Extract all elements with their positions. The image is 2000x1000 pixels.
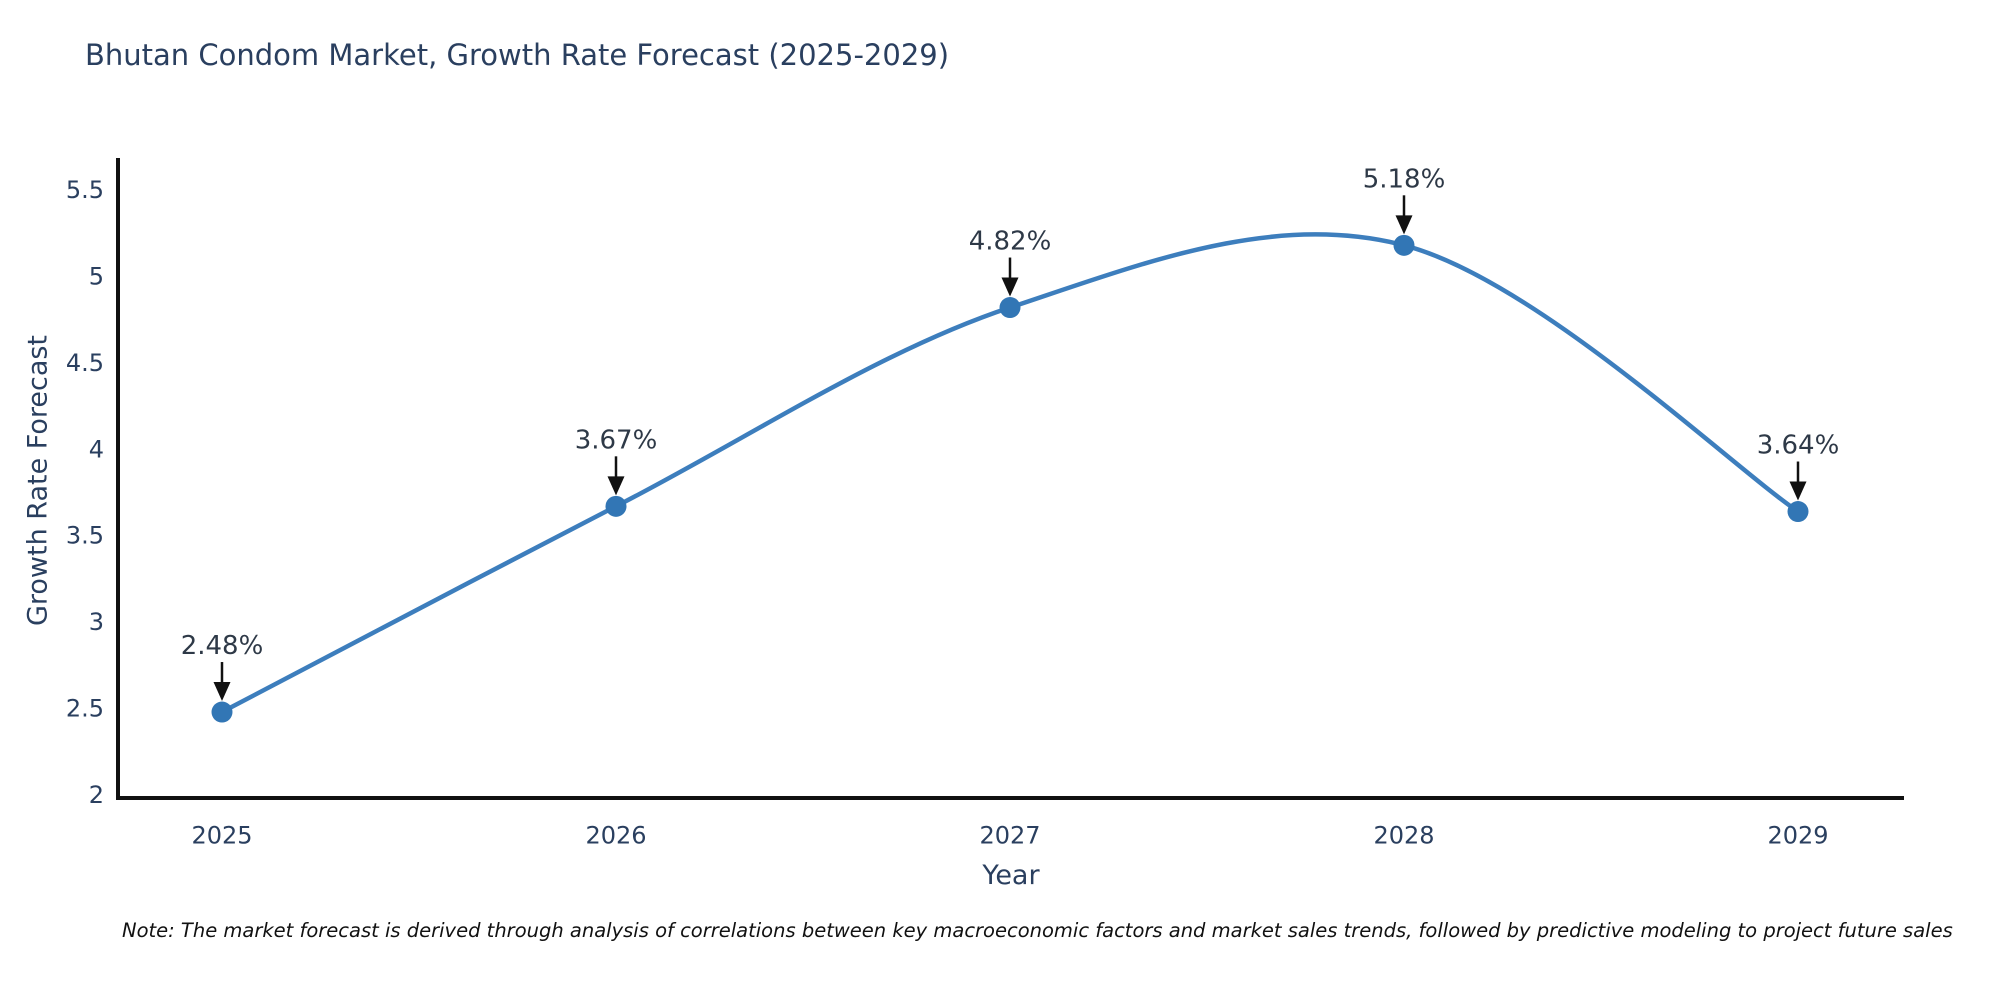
y-tick-label: 5: [89, 262, 104, 290]
x-axis-label: Year: [982, 860, 1040, 891]
data-point-marker: [1393, 234, 1415, 256]
x-tick-label: 2027: [979, 822, 1040, 850]
point-annotation-label: 3.67%: [575, 425, 658, 455]
x-tick-label: 2026: [585, 822, 646, 850]
y-tick-label: 3.5: [66, 522, 104, 550]
point-annotation-label: 4.82%: [969, 227, 1052, 257]
annotation-arrowhead-icon: [1001, 277, 1019, 297]
data-point-marker: [999, 297, 1021, 319]
annotation-arrowhead-icon: [1395, 215, 1413, 235]
data-point-marker: [211, 701, 233, 723]
y-tick-label: 4.5: [66, 349, 104, 377]
y-tick-label: 4: [89, 435, 104, 463]
point-annotation-label: 5.18%: [1363, 164, 1446, 194]
point-annotation-label: 2.48%: [181, 631, 264, 661]
x-tick-label: 2025: [191, 822, 252, 850]
annotation-arrowhead-icon: [607, 476, 625, 496]
annotation-arrowhead-icon: [1789, 481, 1807, 501]
annotation-arrowhead-icon: [213, 682, 231, 702]
x-tick-label: 2028: [1373, 822, 1434, 850]
point-annotation-label: 3.64%: [1757, 431, 1840, 461]
footnote: Note: The market forecast is derived thr…: [122, 919, 1953, 942]
y-tick-label: 3: [89, 608, 104, 636]
data-point-marker: [605, 495, 627, 517]
data-point-marker: [1787, 501, 1809, 523]
chart-title: Bhutan Condom Market, Growth Rate Foreca…: [85, 38, 950, 72]
x-tick-label: 2029: [1767, 822, 1828, 850]
y-tick-label: 2: [89, 781, 104, 809]
y-tick-label: 5.5: [66, 176, 104, 204]
y-tick-label: 2.5: [66, 695, 104, 723]
